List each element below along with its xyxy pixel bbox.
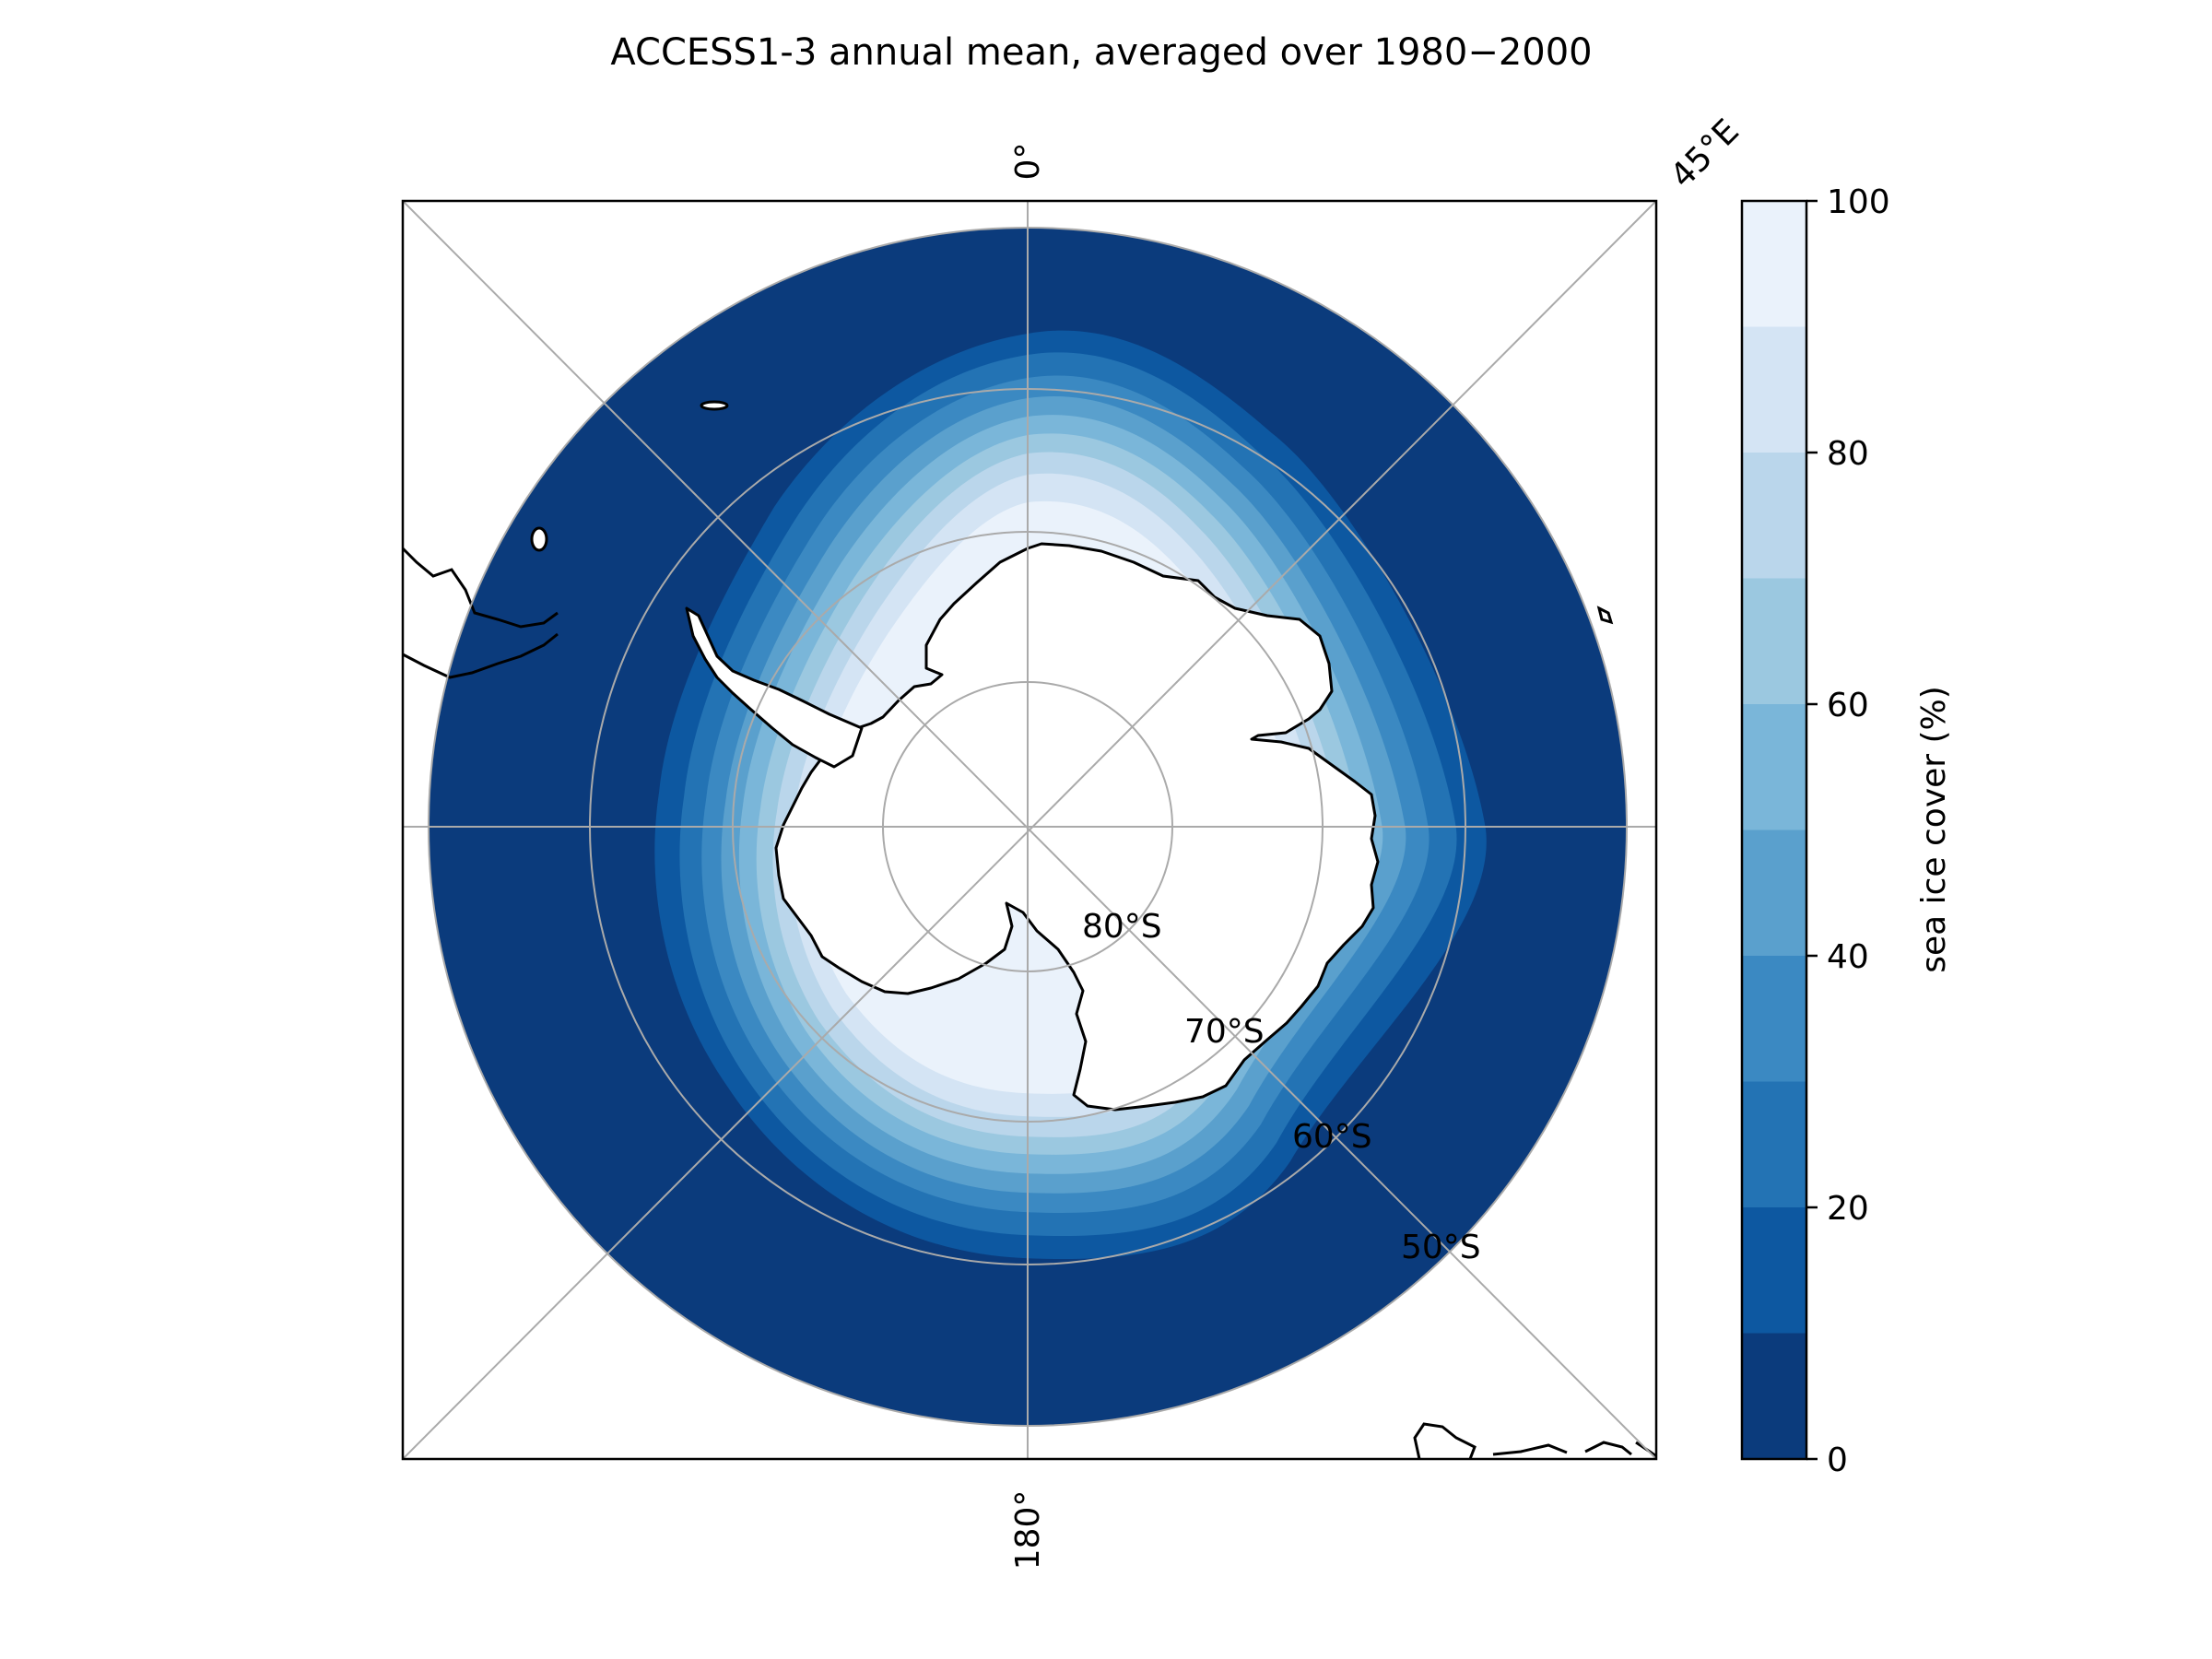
colorbar-band — [1742, 326, 1806, 453]
meridian-label-45e: 45°E — [1664, 112, 1747, 195]
parallel-label-80s: 80°S — [1082, 908, 1162, 946]
south-america-coast — [401, 547, 559, 679]
graticule — [403, 201, 1656, 1459]
colorbar-band — [1742, 1081, 1806, 1207]
colorbar-band — [1742, 956, 1806, 1082]
colorbar-tick-label: 80 — [1827, 435, 1869, 473]
colorbar-band — [1742, 1333, 1806, 1459]
colorbar-band — [1742, 201, 1806, 327]
island — [530, 526, 548, 552]
colorbar-tick-label: 60 — [1827, 687, 1869, 724]
colorbar-band — [1742, 1207, 1806, 1334]
meridian-135 — [403, 201, 1656, 1459]
colorbar-band — [1742, 578, 1806, 704]
map-axes: 0° 45°E 180° 80°S 70°S 60°S 50°S — [401, 112, 1747, 1571]
island — [700, 400, 729, 411]
antarctic-peninsula — [685, 606, 864, 769]
colorbar: 0 20 40 60 80 100 sea ice cover (%) — [1740, 183, 1953, 1479]
colorbar-tick-label: 20 — [1827, 1190, 1869, 1228]
meridian-label-180: 180° — [1009, 1490, 1047, 1571]
kerguelen-coast — [1596, 606, 1614, 625]
colorbar-tick-label: 40 — [1827, 938, 1869, 976]
oceania-coast — [1413, 1422, 1657, 1460]
colorbar-tick-label: 0 — [1827, 1441, 1848, 1479]
colorbar-label: sea ice cover (%) — [1915, 686, 1953, 973]
colorbar-band — [1742, 704, 1806, 830]
colorbar-bands — [1742, 201, 1806, 1459]
colorbar-tick-label: 100 — [1827, 183, 1890, 221]
meridian-label-0: 0° — [1009, 143, 1047, 181]
parallel-label-60s: 60°S — [1292, 1118, 1372, 1156]
map-frame — [401, 199, 1658, 1461]
figure-title: ACCESS1-3 annual mean, averaged over 198… — [610, 31, 1592, 74]
parallel-label-50s: 50°S — [1401, 1229, 1481, 1266]
colorbar-band — [1742, 453, 1806, 579]
parallel-label-70s: 70°S — [1184, 1013, 1265, 1051]
colorbar-band — [1742, 830, 1806, 956]
colorbar-frame — [1740, 199, 1808, 1461]
colorbar-ticks: 0 20 40 60 80 100 — [1806, 183, 1890, 1479]
